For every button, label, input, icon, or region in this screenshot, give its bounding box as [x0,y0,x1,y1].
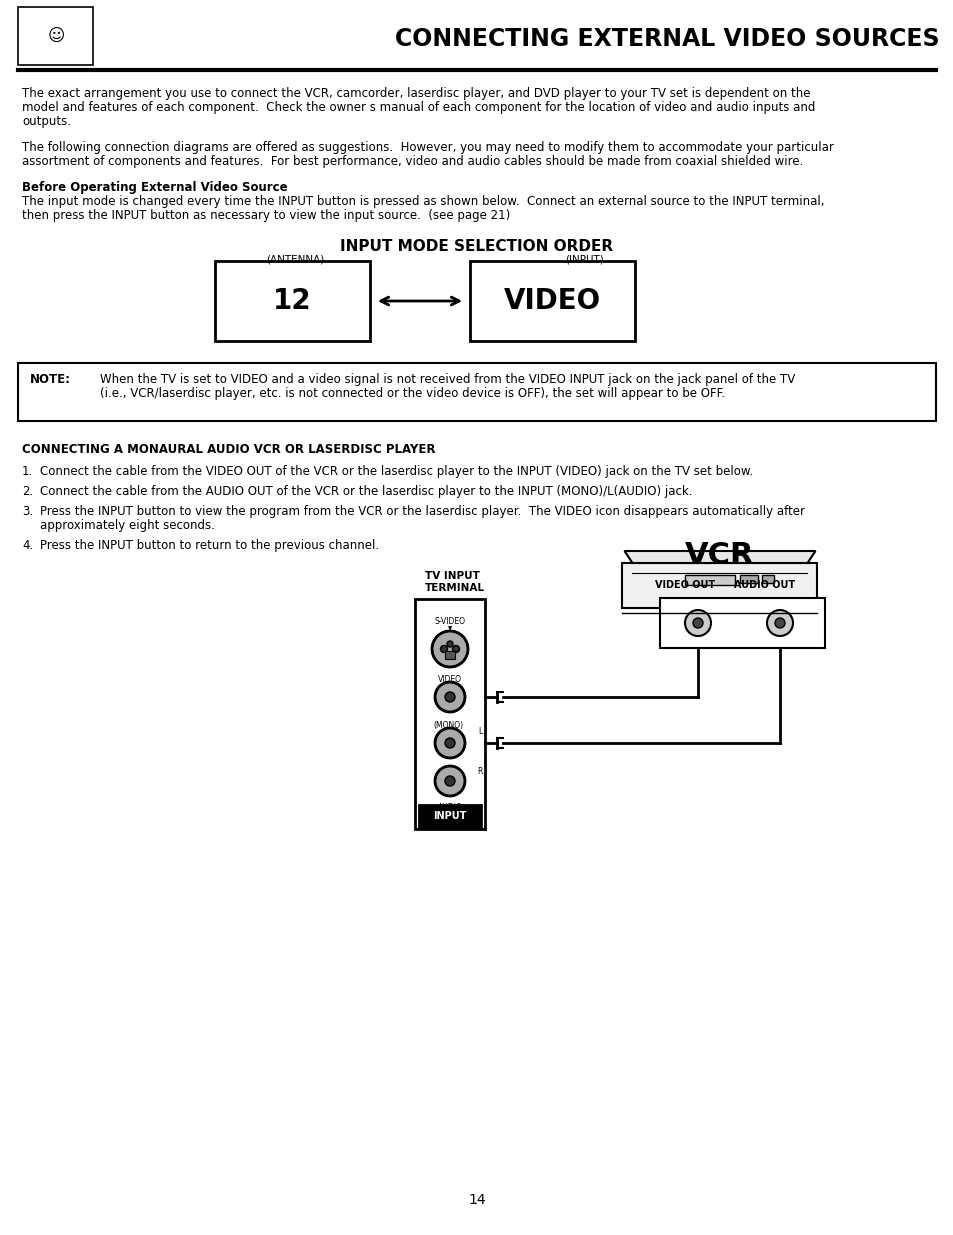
Text: INPUT: INPUT [433,811,466,821]
Circle shape [684,610,710,636]
Text: 14: 14 [468,1193,485,1207]
Text: 3.: 3. [22,505,33,517]
Text: S-VIDEO: S-VIDEO [434,618,465,626]
Text: VIDEO: VIDEO [503,287,600,315]
Circle shape [432,631,468,667]
Text: TERMINAL: TERMINAL [424,583,484,593]
Text: CONNECTING EXTERNAL VIDEO SOURCES: CONNECTING EXTERNAL VIDEO SOURCES [395,27,939,51]
Text: (INPUT): (INPUT) [565,254,604,266]
Bar [684,576,734,585]
Text: VIDEO OUT: VIDEO OUT [655,580,715,590]
Text: NOTE:: NOTE: [30,373,71,387]
Text: approximately eight seconds.: approximately eight seconds. [40,519,214,532]
Bar [761,576,773,583]
Circle shape [766,610,792,636]
Text: Press the INPUT button to return to the previous channel.: Press the INPUT button to return to the … [40,538,378,552]
Text: AUDIO: AUDIO [437,803,462,811]
Text: ☺: ☺ [48,27,65,44]
Text: The following connection diagrams are offered as suggestions.  However, you may : The following connection diagrams are of… [22,141,833,154]
Circle shape [774,618,784,629]
Text: assortment of components and features.  For best performance, video and audio ca: assortment of components and features. F… [22,156,802,168]
Circle shape [447,641,453,647]
Bar [444,651,455,659]
Circle shape [444,692,455,701]
Text: outputs.: outputs. [22,115,71,128]
Text: ▼: ▼ [447,626,452,631]
Bar [214,261,370,341]
Bar [18,363,935,421]
Bar [18,7,92,65]
Text: R: R [476,767,482,776]
Bar [659,598,824,648]
Bar [740,576,758,583]
Text: The exact arrangement you use to connect the VCR, camcorder, laserdisc player, a: The exact arrangement you use to connect… [22,86,810,100]
Circle shape [692,618,702,629]
Circle shape [452,646,459,652]
Text: Connect the cable from the AUDIO OUT of the VCR or the laserdisc player to the I: Connect the cable from the AUDIO OUT of … [40,485,692,498]
Text: 2.: 2. [22,485,33,498]
Circle shape [435,727,464,758]
Text: AUDIO OUT: AUDIO OUT [734,580,795,590]
Bar [418,805,480,827]
Text: 4.: 4. [22,538,33,552]
Text: VIDEO: VIDEO [437,676,461,684]
Text: INPUT MODE SELECTION ORDER: INPUT MODE SELECTION ORDER [340,240,613,254]
Bar [622,563,817,608]
Text: model and features of each component.  Check the owner s manual of each componen: model and features of each component. Ch… [22,101,815,114]
Text: CONNECTING A MONAURAL AUDIO VCR OR LASERDISC PLAYER: CONNECTING A MONAURAL AUDIO VCR OR LASER… [22,443,435,456]
Bar [470,261,635,341]
Text: 12: 12 [273,287,312,315]
Text: VCR: VCR [684,541,754,571]
Circle shape [444,776,455,785]
Text: (MONO): (MONO) [433,721,462,730]
Text: then press the INPUT button as necessary to view the input source.  (see page 21: then press the INPUT button as necessary… [22,209,510,222]
Text: Before Operating External Video Source: Before Operating External Video Source [22,182,287,194]
Circle shape [435,682,464,713]
Text: Connect the cable from the VIDEO OUT of the VCR or the laserdisc player to the I: Connect the cable from the VIDEO OUT of … [40,466,752,478]
Text: (ANTENNA): (ANTENNA) [266,254,324,266]
Circle shape [440,646,447,652]
Text: L: L [477,727,481,736]
Text: The input mode is changed every time the INPUT button is pressed as shown below.: The input mode is changed every time the… [22,195,823,207]
Text: When the TV is set to VIDEO and a video signal is not received from the VIDEO IN: When the TV is set to VIDEO and a video … [100,373,795,387]
Circle shape [435,766,464,797]
Polygon shape [624,551,815,563]
Text: 1.: 1. [22,466,33,478]
Bar [415,599,484,829]
Text: TV INPUT: TV INPUT [424,571,479,580]
Text: Press the INPUT button to view the program from the VCR or the laserdisc player.: Press the INPUT button to view the progr… [40,505,804,517]
Text: (i.e., VCR/laserdisc player, etc. is not connected or the video device is OFF), : (i.e., VCR/laserdisc player, etc. is not… [100,387,724,400]
Circle shape [444,739,455,748]
